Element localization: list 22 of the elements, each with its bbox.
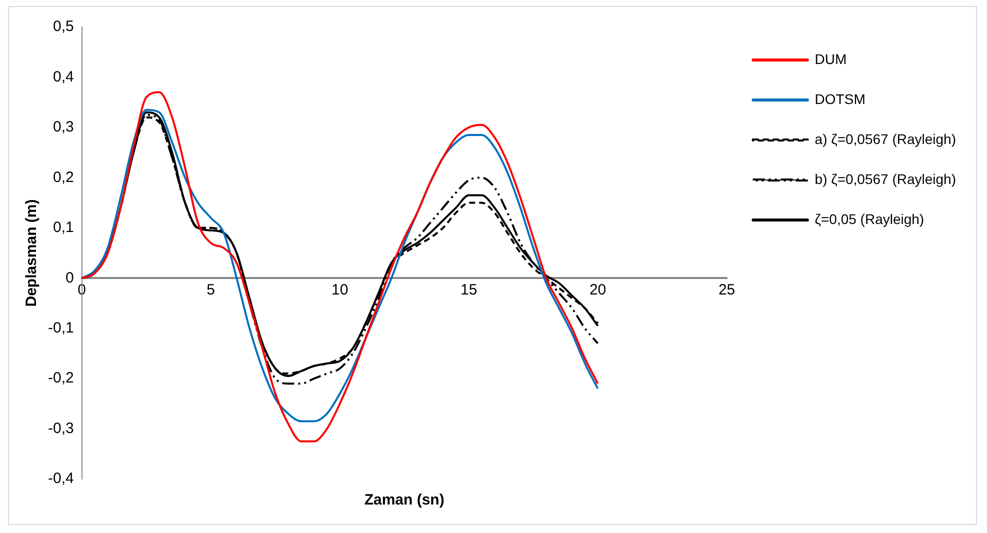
y-tick-label: -0,3 xyxy=(48,420,74,437)
legend-label: b) ζ=0,0567 (Rayleigh) xyxy=(814,170,956,187)
y-tick-label: 0,1 xyxy=(52,219,74,236)
y-tick-label: -0,1 xyxy=(48,319,74,336)
x-tick-label: 5 xyxy=(206,281,216,298)
x-tick-label: 25 xyxy=(718,281,736,298)
legend-label: ζ=0,05 (Rayleigh) xyxy=(814,210,924,227)
legend-label: DUM xyxy=(814,50,847,67)
y-tick-label: 0,4 xyxy=(52,68,74,86)
legend-label: DOTSM xyxy=(814,90,866,107)
x-tick-label: 20 xyxy=(589,281,606,298)
y-tick-label: 0 xyxy=(66,269,74,286)
x-axis-title: Zaman (sn) xyxy=(364,492,444,509)
y-tick-label: 0,3 xyxy=(52,118,74,136)
y-axis-title: Deplasman (m) xyxy=(23,199,40,307)
x-tick-label: 10 xyxy=(331,281,348,298)
legend-label: a) ζ=0,0567 (Rayleigh) xyxy=(814,130,956,147)
y-tick-label: 0,5 xyxy=(52,18,74,36)
y-tick-label: -0,2 xyxy=(48,370,74,387)
y-tick-label: -0,4 xyxy=(48,470,74,488)
y-tick-label: 0,2 xyxy=(52,168,74,186)
x-tick-label: 15 xyxy=(460,281,478,298)
